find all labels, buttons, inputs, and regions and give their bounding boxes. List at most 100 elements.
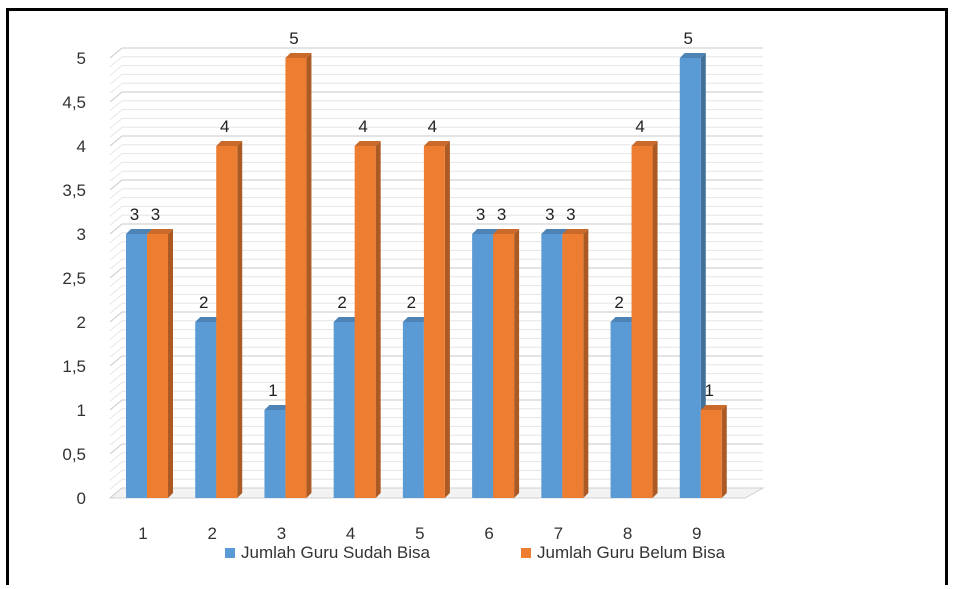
y-tick-label: 0,5 xyxy=(62,445,86,464)
x-tick-label: 9 xyxy=(692,524,701,543)
gridline-minor xyxy=(109,302,123,314)
bar xyxy=(562,234,584,498)
y-tick-label: 1,5 xyxy=(62,357,86,376)
gridline-minor xyxy=(109,144,123,156)
bar xyxy=(493,234,515,498)
bar-side xyxy=(652,141,658,498)
gridline-minor xyxy=(109,126,123,138)
gridline-minor xyxy=(109,65,123,76)
bar-top xyxy=(216,141,243,146)
x-tick-label: 2 xyxy=(207,524,216,543)
gridline-minor xyxy=(109,206,123,217)
bar-top xyxy=(402,317,429,322)
bar-top xyxy=(195,317,222,322)
legend: Jumlah Guru Sudah Bisa Jumlah Guru Belum … xyxy=(225,543,726,562)
x-tick-label: 3 xyxy=(277,524,286,543)
gridline-major xyxy=(109,311,123,323)
gridline-minor xyxy=(109,170,123,182)
gridline-minor xyxy=(109,232,123,244)
bar-top xyxy=(541,229,568,234)
y-tick-label: 2 xyxy=(77,313,86,332)
data-label: 4 xyxy=(220,117,229,136)
legend-swatch xyxy=(521,548,531,558)
x-tick-label: 1 xyxy=(138,524,147,543)
gridline-minor xyxy=(109,109,123,120)
bar-side xyxy=(168,229,173,498)
bar-top xyxy=(147,229,173,234)
y-tick-label: 1 xyxy=(77,401,86,420)
x-tick-label: 8 xyxy=(623,524,632,543)
data-label: 4 xyxy=(635,117,644,136)
gridline-minor xyxy=(109,74,123,85)
gridline-minor xyxy=(109,197,123,208)
gridline-major xyxy=(109,135,123,147)
gridline-minor xyxy=(109,461,123,472)
gridline-minor xyxy=(109,329,123,340)
data-label: 3 xyxy=(497,205,506,224)
bar-top xyxy=(126,229,152,234)
bar xyxy=(126,234,147,498)
gridline-major xyxy=(109,399,123,411)
gridline-major xyxy=(109,443,123,455)
bar xyxy=(333,322,355,498)
x-tick-label: 4 xyxy=(346,524,355,543)
bar xyxy=(285,58,307,498)
y-tick-label: 4,5 xyxy=(62,93,86,112)
gridline-minor xyxy=(109,294,123,305)
gridline-minor xyxy=(109,118,123,129)
gridline-minor xyxy=(109,250,123,261)
bar-side xyxy=(721,405,727,498)
y-tick-label: 0 xyxy=(77,489,86,508)
gridline-minor xyxy=(109,82,123,94)
bar xyxy=(423,146,445,498)
gridline-minor xyxy=(109,364,123,376)
legend-swatch xyxy=(225,548,235,558)
gridline-minor xyxy=(109,478,123,490)
bar xyxy=(700,410,722,498)
y-axis-ticks: 0 0,5 1 1,5 2 2,5 3 3,5 4 4,5 5 xyxy=(62,49,86,508)
gridline-minor xyxy=(109,338,123,349)
bar-side xyxy=(514,229,520,498)
bar-top xyxy=(631,141,658,146)
bar-side xyxy=(375,141,381,498)
data-label: 2 xyxy=(337,293,346,312)
bars xyxy=(126,53,727,498)
data-label: 3 xyxy=(151,205,160,224)
data-label: 2 xyxy=(407,293,416,312)
x-axis-ticks: 1 2 3 4 5 6 7 8 9 xyxy=(138,524,701,543)
gridline-minor xyxy=(109,214,123,226)
data-label: 2 xyxy=(199,293,208,312)
gridline-major xyxy=(109,223,123,235)
bar xyxy=(195,322,217,498)
data-label: 1 xyxy=(268,381,277,400)
bar-top xyxy=(472,229,499,234)
gridline-minor xyxy=(109,408,123,420)
bar xyxy=(679,58,701,498)
data-label: 3 xyxy=(545,205,554,224)
bar-top xyxy=(562,229,589,234)
bar xyxy=(264,410,286,498)
bar-top xyxy=(423,141,450,146)
bar-side xyxy=(700,53,706,498)
bar-top xyxy=(700,405,727,410)
gridline-minor xyxy=(109,470,123,481)
gridline-minor xyxy=(109,417,123,428)
y-tick-label: 2,5 xyxy=(62,269,86,288)
gridline-minor xyxy=(109,276,123,288)
bar-side xyxy=(237,141,243,498)
data-label: 3 xyxy=(130,205,139,224)
bar xyxy=(631,146,653,498)
gridline-minor xyxy=(109,346,123,358)
bar-top xyxy=(679,53,706,58)
gridline-minor xyxy=(109,426,123,437)
x-tick-label: 5 xyxy=(415,524,424,543)
gridline-minor xyxy=(109,434,123,446)
legend-item: Jumlah Guru Sudah Bisa xyxy=(225,543,431,562)
gridline-minor xyxy=(109,452,123,464)
data-label: 5 xyxy=(289,29,298,48)
bar-side xyxy=(583,229,589,498)
x-tick-label: 6 xyxy=(484,524,493,543)
gridline-minor xyxy=(109,390,123,402)
data-label: 1 xyxy=(705,381,714,400)
